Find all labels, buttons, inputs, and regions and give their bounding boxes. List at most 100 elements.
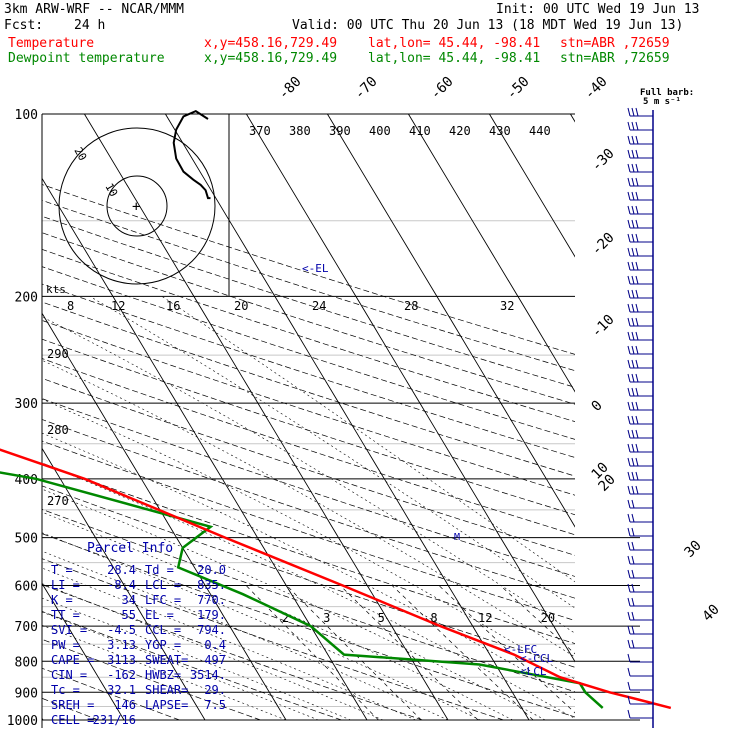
barb-feather: [627, 289, 631, 299]
mixing-ratio-line: [438, 585, 575, 714]
mixing-ratio-label: 3: [323, 611, 330, 625]
barb-feather: [631, 121, 635, 131]
barb-feather: [631, 583, 635, 593]
parcel-value: 835.: [197, 578, 226, 592]
wind-barb: [627, 597, 653, 607]
barb-feather: [631, 429, 635, 439]
isotherm-label: -40: [582, 74, 611, 103]
wind-scale-label: 28: [404, 299, 418, 313]
parcel-row: SVI = -4.5 CCL = 794.: [51, 623, 226, 637]
parcel-value: 231/16: [93, 713, 136, 727]
dry-adiabat: [42, 462, 575, 644]
isotherm: [489, 114, 575, 258]
parcel-value: 0.4: [204, 638, 226, 652]
dew-legend-xy: x,y=458.16,729.49: [204, 51, 338, 66]
isotherm: [42, 447, 206, 721]
parcel-value: 7.5: [204, 698, 226, 712]
barb-feather: [631, 499, 635, 509]
theta-label: 410: [409, 124, 431, 138]
barb-feather: [635, 429, 639, 439]
isotherm: [42, 312, 287, 721]
level-label: <-EL: [302, 262, 329, 275]
parcel-key: PW =: [51, 638, 80, 652]
pressure-label-100: 100: [15, 108, 38, 123]
wind-barb: [627, 233, 653, 243]
barb-feather: [627, 513, 631, 523]
wind-barb: [627, 275, 653, 285]
barb-feather: [631, 387, 635, 397]
barb-feather: [631, 359, 635, 369]
wind-barb: [627, 373, 653, 383]
wind-barb: [627, 107, 653, 117]
valid-time: Valid: 00 UTC Thu 20 Jun 13 (18 MDT Wed …: [292, 18, 684, 33]
barb-feather: [635, 261, 639, 271]
barb-feather: [635, 387, 639, 397]
wind-barb: [627, 583, 653, 593]
pressure-label-200: 200: [15, 290, 38, 305]
wind-barb: [627, 653, 653, 663]
pressure-label-900: 900: [15, 686, 38, 701]
fcst-value: 24 h: [74, 18, 106, 33]
level-label: <LCL: [520, 665, 547, 678]
mixing-ratio-label: 8: [430, 611, 437, 625]
barb-feather: [627, 331, 631, 341]
wind-barb: [627, 177, 653, 187]
wind-barb: [627, 457, 653, 467]
parcel-row: PW = 3.13 YGP = 0.4: [51, 638, 226, 652]
barb-feather: [627, 219, 631, 229]
isotherm-label: 30: [682, 538, 705, 561]
barb-feather: [631, 331, 635, 341]
barb-feather: [627, 345, 631, 355]
dry-adiabat: [42, 398, 575, 577]
parcel-row: K = 34 LFC = 770.: [51, 593, 226, 607]
temp-legend-latlon: lat,lon= 45.44, -98.41: [368, 36, 541, 51]
parcel-value: 794.: [197, 623, 226, 637]
parcel-value: 34: [122, 593, 136, 607]
wind-barb: [627, 485, 653, 495]
mixing-ratio-label: 5: [378, 611, 385, 625]
wind-barb: [627, 219, 653, 229]
parcel-row: LI = -8.4 LCL = 835.: [51, 578, 226, 592]
wind-scale-label: 20: [234, 299, 248, 313]
dew-legend-stn: stn=ABR ,72659: [560, 51, 670, 66]
isotherm-label: -30: [589, 146, 618, 175]
wind-barb: [627, 401, 653, 411]
barb-feather: [627, 205, 631, 215]
barb-feather: [635, 247, 639, 257]
barb-feather: [635, 485, 639, 495]
parcel-value: -162: [107, 668, 136, 682]
barb-feather: [627, 191, 631, 201]
dry-adiabat: [42, 338, 575, 516]
theta-label: 420: [449, 124, 471, 138]
isotherm-label: -60: [428, 74, 457, 103]
parcel-row: CELL =231/16: [51, 713, 136, 727]
barb-feather: [631, 485, 635, 495]
parcel-value: -4.5: [107, 623, 136, 637]
wind-scale-label: 24: [312, 299, 326, 313]
pressure-label-700: 700: [15, 620, 38, 635]
barb-feather: [631, 275, 635, 285]
dry-adiabat: [42, 667, 180, 721]
barb-feather: [627, 681, 631, 691]
parcel-value: 3514.: [190, 668, 226, 682]
barb-feather: [635, 163, 639, 173]
wind-barb: [627, 499, 653, 509]
barb-feather: [635, 289, 639, 299]
barb-feather: [627, 261, 631, 271]
level-label: <-CCL: [520, 652, 553, 665]
parcel-row: Tc = 32.1 SHEAR= 29.: [51, 683, 226, 697]
isotherm: [42, 582, 125, 721]
parcel-value: -8.4: [107, 578, 136, 592]
barb-feather: [631, 625, 635, 635]
wind-barb: [627, 527, 653, 537]
dew-legend-latlon: lat,lon= 45.44, -98.41: [368, 51, 541, 66]
barb-feather: [635, 121, 639, 131]
hodograph-kts-label: kts: [46, 283, 66, 296]
dewpoint-trace: [0, 471, 604, 709]
parcel-key: CAPE =: [51, 653, 94, 667]
wind-scale-label: 32: [500, 299, 514, 313]
barb-feather: [627, 359, 631, 369]
isotherm-label: -10: [589, 312, 618, 341]
barb-feather: [631, 527, 635, 537]
